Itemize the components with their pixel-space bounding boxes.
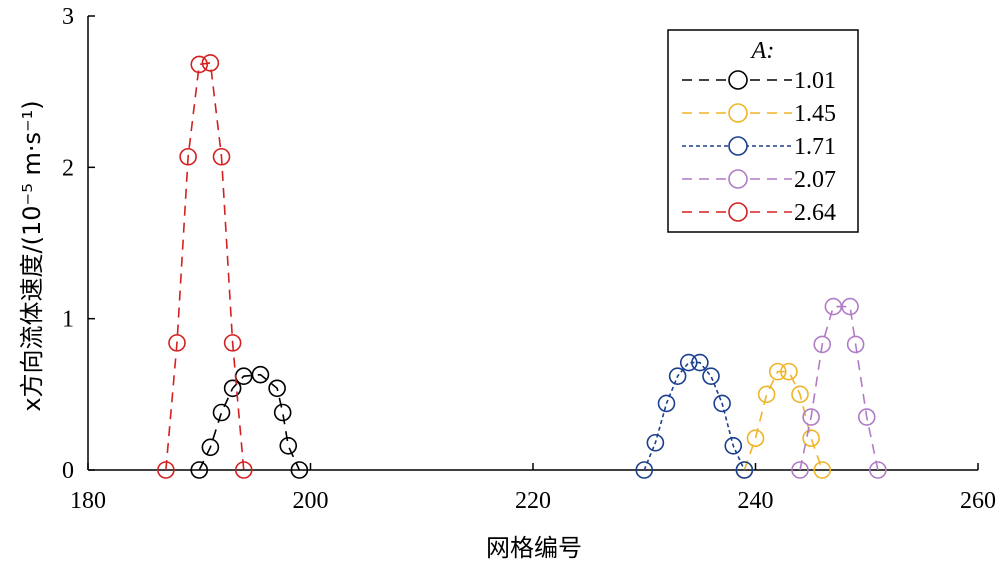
y-axis-title: x方向流体速度/(10⁻⁵ m·s⁻¹) <box>18 100 46 411</box>
data-point <box>802 408 820 426</box>
legend-title: A: <box>750 38 775 64</box>
series-2.07 <box>791 297 887 479</box>
legend-label: 1.01 <box>794 68 836 94</box>
data-point <box>223 334 242 352</box>
legend-marker <box>728 70 748 90</box>
series-1.71 <box>635 353 754 479</box>
data-point <box>279 436 298 455</box>
x-tick-label: 180 <box>70 488 106 514</box>
data-point <box>846 335 865 354</box>
series-2.64 <box>157 54 253 479</box>
data-point <box>268 379 286 398</box>
data-point <box>290 461 309 479</box>
data-point <box>168 334 186 352</box>
data-point <box>251 365 270 384</box>
data-point <box>657 394 676 413</box>
series-line <box>643 361 746 471</box>
legend-label: 1.45 <box>794 101 836 127</box>
data-point <box>212 147 231 166</box>
data-point <box>201 438 220 457</box>
series-1.01 <box>190 365 309 479</box>
legend-marker <box>728 202 748 222</box>
data-point <box>201 54 220 72</box>
legend-marker <box>728 136 748 156</box>
data-point <box>273 403 292 422</box>
data-point <box>791 385 809 404</box>
y-tick-label: 2 <box>62 155 74 181</box>
data-point <box>757 385 776 404</box>
legend-marker <box>728 169 748 189</box>
data-point <box>179 147 197 166</box>
axes: 180 200 220 240 260 0 1 2 3 <box>62 4 996 514</box>
x-tick-label: 220 <box>515 488 551 514</box>
data-point <box>234 461 253 479</box>
data-point <box>780 362 798 381</box>
legend-entry-1.71: 1.71 <box>682 134 836 160</box>
legend-label: 1.71 <box>794 134 836 160</box>
data-point <box>802 429 820 448</box>
y-tick-label: 0 <box>62 458 74 484</box>
legend-box <box>667 29 859 233</box>
data-point <box>813 461 832 479</box>
legend-label: 2.07 <box>794 167 836 193</box>
series-line <box>165 62 245 471</box>
data-point <box>212 403 231 422</box>
data-point <box>768 362 787 381</box>
series-line <box>198 373 301 471</box>
data-point <box>746 429 765 448</box>
y-tick-label: 3 <box>62 4 74 30</box>
data-point <box>713 394 731 413</box>
legend: A: 1.01 1.45 1.71 2.07 2.64 <box>667 29 859 233</box>
data-point <box>857 408 876 426</box>
data-point <box>869 461 887 479</box>
data-point <box>813 335 832 354</box>
series-line <box>743 370 824 471</box>
legend-label: 2.64 <box>794 200 836 226</box>
data-point <box>691 353 709 372</box>
data-point <box>190 461 209 479</box>
data-point <box>635 461 654 479</box>
data-point <box>791 461 809 479</box>
data-point <box>841 297 859 316</box>
data-point <box>679 353 698 372</box>
legend-entry-2.07: 2.07 <box>682 167 836 193</box>
x-tick-label: 240 <box>738 488 774 514</box>
data-point <box>223 379 242 398</box>
legend-entry-1.45: 1.45 <box>682 101 836 127</box>
data-point <box>157 461 175 479</box>
y-tick-label: 1 <box>62 307 74 333</box>
data-point <box>735 461 754 479</box>
x-axis-title: 网格编号 <box>486 534 582 562</box>
data-point <box>646 433 665 452</box>
legend-entry-1.01: 1.01 <box>682 68 836 94</box>
data-point <box>190 55 209 74</box>
x-tick-label: 200 <box>293 488 329 514</box>
data-point <box>702 367 720 385</box>
data-point <box>724 436 743 455</box>
series-layer <box>157 54 887 479</box>
legend-marker <box>728 103 748 123</box>
x-tick-label: 260 <box>960 488 996 514</box>
legend-entry-2.64: 2.64 <box>682 200 836 226</box>
data-point <box>668 367 687 385</box>
